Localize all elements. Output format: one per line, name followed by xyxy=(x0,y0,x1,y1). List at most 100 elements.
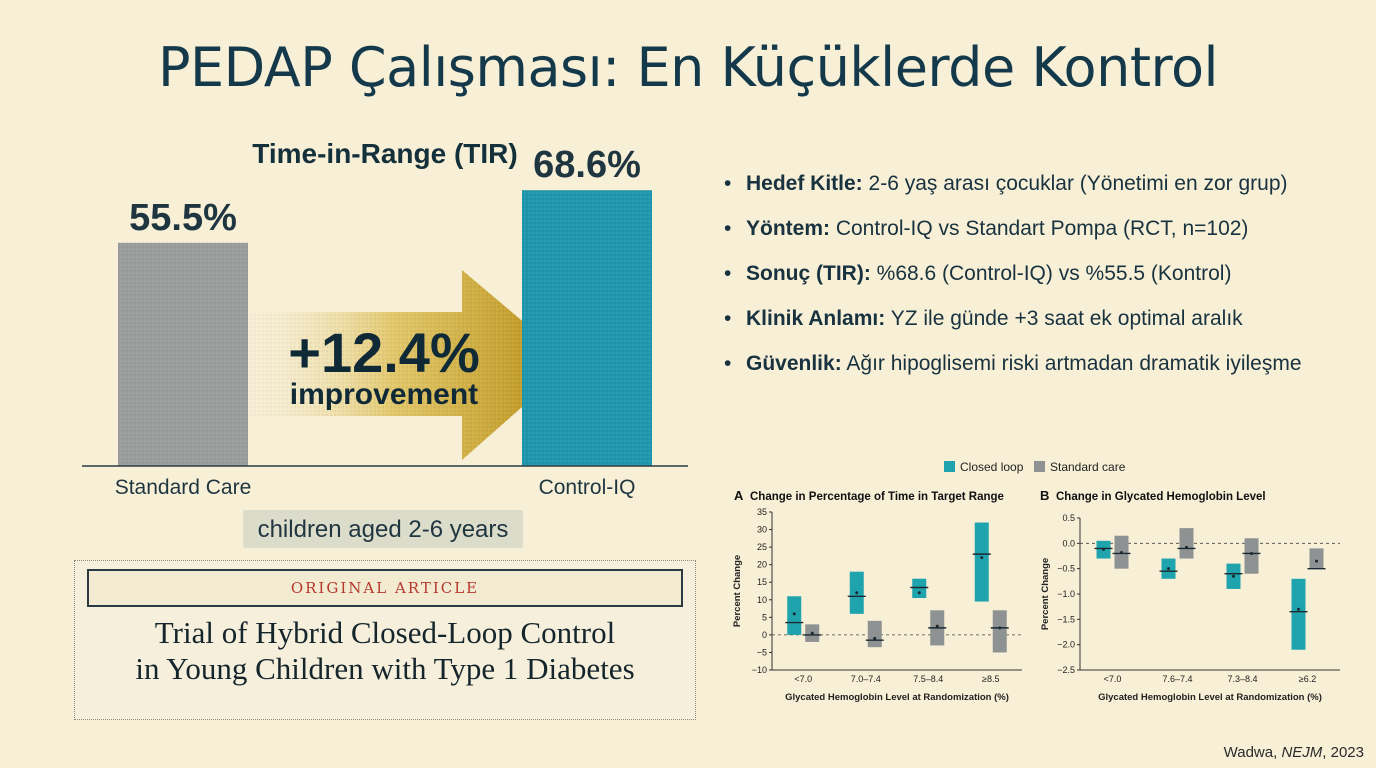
list-item: Klinik Anlamı: YZ ile günde +3 saat ek o… xyxy=(724,307,1364,352)
key-findings-list: Hedef Kitle: 2-6 yaş arası çocuklar (Yön… xyxy=(724,172,1364,397)
box-range xyxy=(992,610,1007,653)
improvement-arrow xyxy=(250,270,572,460)
box-mean-point xyxy=(1120,550,1123,554)
y-tick-label: 5 xyxy=(762,612,767,622)
box-range xyxy=(1291,578,1306,650)
y-tick-label: 10 xyxy=(757,595,767,605)
x-tick-label: 7.6–7.4 xyxy=(1162,674,1192,684)
article-clipping: ORIGINAL ARTICLE Trial of Hybrid Closed-… xyxy=(74,560,696,720)
box-panel: B Change in Glycated Hemoglobin Level 0.5 0… xyxy=(1040,488,1340,703)
y-tick-label: −0.5 xyxy=(1057,564,1075,574)
box-panel: A Change in Percentage of Time in Target … xyxy=(732,488,1022,703)
y-tick-label: −2.0 xyxy=(1057,640,1075,650)
box-mean-point xyxy=(935,624,939,628)
box-range xyxy=(1244,538,1259,574)
bullet-term: Hedef Kitle: xyxy=(746,172,863,195)
tir-bar-label: Standard Care xyxy=(114,476,252,499)
citation-author: Wadwa, xyxy=(1223,744,1282,761)
legend-label: Closed loop xyxy=(960,460,1024,474)
bullet-term: Sonuç (TIR): xyxy=(746,262,871,285)
box-mean-point xyxy=(1185,545,1188,549)
tir-chart-title: Time-in-Range (TIR) xyxy=(252,138,518,169)
y-tick-label: −1.5 xyxy=(1057,614,1075,624)
improvement-value: +12.4% xyxy=(288,321,480,384)
x-axis-label: Glycated Hemoglobin Level at Randomizati… xyxy=(785,692,1009,703)
list-item: Yöntem: Control-IQ vs Standart Pompa (RC… xyxy=(724,217,1364,262)
box-mean-point xyxy=(855,591,859,595)
y-tick-label: 30 xyxy=(757,525,767,535)
x-tick-label: <7.0 xyxy=(794,674,812,684)
tir-bar-label: Control-IQ xyxy=(538,476,636,499)
article-kicker: ORIGINAL ARTICLE xyxy=(290,579,480,597)
box-range xyxy=(974,522,989,602)
legend-label: Standard care xyxy=(1050,460,1126,474)
box-range xyxy=(912,578,927,599)
population-chip: children aged 2-6 years xyxy=(243,510,523,548)
box-range xyxy=(1309,548,1324,569)
bullet-text: Control-IQ vs Standart Pompa (RCT, n=102… xyxy=(830,217,1249,240)
y-tick-label: 25 xyxy=(757,542,767,552)
panel-title: Change in Glycated Hemoglobin Level xyxy=(1056,491,1266,503)
y-axis-label: Percent Change xyxy=(732,555,743,627)
y-axis-label: Percent Change xyxy=(1040,558,1051,630)
x-tick-label: ≥6.2 xyxy=(1299,674,1316,684)
y-tick-label: 0 xyxy=(762,630,767,640)
box-mean-point xyxy=(1232,574,1235,578)
x-tick-label: 7.0–7.4 xyxy=(851,674,881,684)
article-title-line: in Young Children with Type 1 Diabetes xyxy=(135,651,635,686)
y-tick-label: −1.0 xyxy=(1057,589,1075,599)
citation: Wadwa, NEJM, 2023 xyxy=(1224,744,1364,761)
improvement-label: improvement xyxy=(289,378,479,411)
x-tick-label: ≥8.5 xyxy=(982,674,999,684)
article-title-line: Trial of Hybrid Closed-Loop Control xyxy=(154,615,616,650)
bullet-term: Güvenlik: xyxy=(746,352,842,375)
bullet-text: 2-6 yaş arası çocuklar (Yönetimi en zor … xyxy=(862,172,1288,195)
y-tick-label: 20 xyxy=(757,560,767,570)
bullet-term: Klinik Anlamı: xyxy=(746,307,886,330)
box-mean-point xyxy=(1315,559,1318,563)
x-axis-label: Glycated Hemoglobin Level at Randomizati… xyxy=(1098,692,1322,703)
panel-letter: A xyxy=(734,488,744,503)
page-title: PEDAP Çalışması: En Küçüklerde Kontrol xyxy=(157,36,1219,99)
panel-letter: B xyxy=(1040,488,1049,503)
legend-swatch xyxy=(944,461,955,472)
tir-bar-texture xyxy=(522,190,652,466)
box-range xyxy=(787,596,802,635)
box-mean-point xyxy=(917,591,921,595)
article-header-band: ORIGINAL ARTICLE xyxy=(87,569,683,607)
y-tick-label: −2.5 xyxy=(1057,665,1075,675)
y-tick-label: −5 xyxy=(757,647,767,657)
y-tick-label: 15 xyxy=(757,577,767,587)
legend-swatch xyxy=(1034,461,1045,472)
tir-chart xyxy=(82,190,688,467)
box-mean-point xyxy=(1250,551,1253,555)
box-mean-point xyxy=(1102,547,1105,551)
box-mean-point xyxy=(873,636,877,640)
y-tick-label: 0.0 xyxy=(1062,538,1075,548)
tir-bar-texture xyxy=(118,242,248,466)
bullet-text: Ağır hipoglisemi riski artmadan dramatik… xyxy=(841,352,1302,375)
citation-journal: NEJM xyxy=(1281,744,1323,761)
box-legend: Closed loop Standard care xyxy=(944,460,1126,474)
y-tick-label: 0.5 xyxy=(1062,513,1075,523)
box-range xyxy=(1179,528,1194,559)
y-tick-label: 35 xyxy=(757,507,767,517)
list-item: Hedef Kitle: 2-6 yaş arası çocuklar (Yön… xyxy=(724,172,1364,217)
tir-bar-value: 55.5% xyxy=(129,196,237,239)
tir-bar-value: 68.6% xyxy=(533,144,641,187)
box-mean-point xyxy=(792,612,796,616)
box-mean-point xyxy=(810,631,814,635)
population-label: children aged 2-6 years xyxy=(257,516,509,543)
box-mean-point xyxy=(998,626,1002,630)
bullet-text: %68.6 (Control-IQ) vs %55.5 (Kontrol) xyxy=(870,262,1232,285)
box-mean-point xyxy=(1297,607,1300,611)
article-title: Trial of Hybrid Closed-Loop Control in Y… xyxy=(75,615,695,687)
list-item: Sonuç (TIR): %68.6 (Control-IQ) vs %55.5… xyxy=(724,262,1364,307)
box-range xyxy=(867,620,882,648)
bullet-text: YZ ile günde +3 saat ek optimal aralık xyxy=(885,307,1243,330)
citation-year: , 2023 xyxy=(1322,744,1364,761)
y-tick-label: −10 xyxy=(752,665,767,675)
bullet-term: Yöntem: xyxy=(746,217,830,240)
x-tick-label: <7.0 xyxy=(1104,674,1122,684)
x-tick-label: 7.3–8.4 xyxy=(1227,674,1257,684)
